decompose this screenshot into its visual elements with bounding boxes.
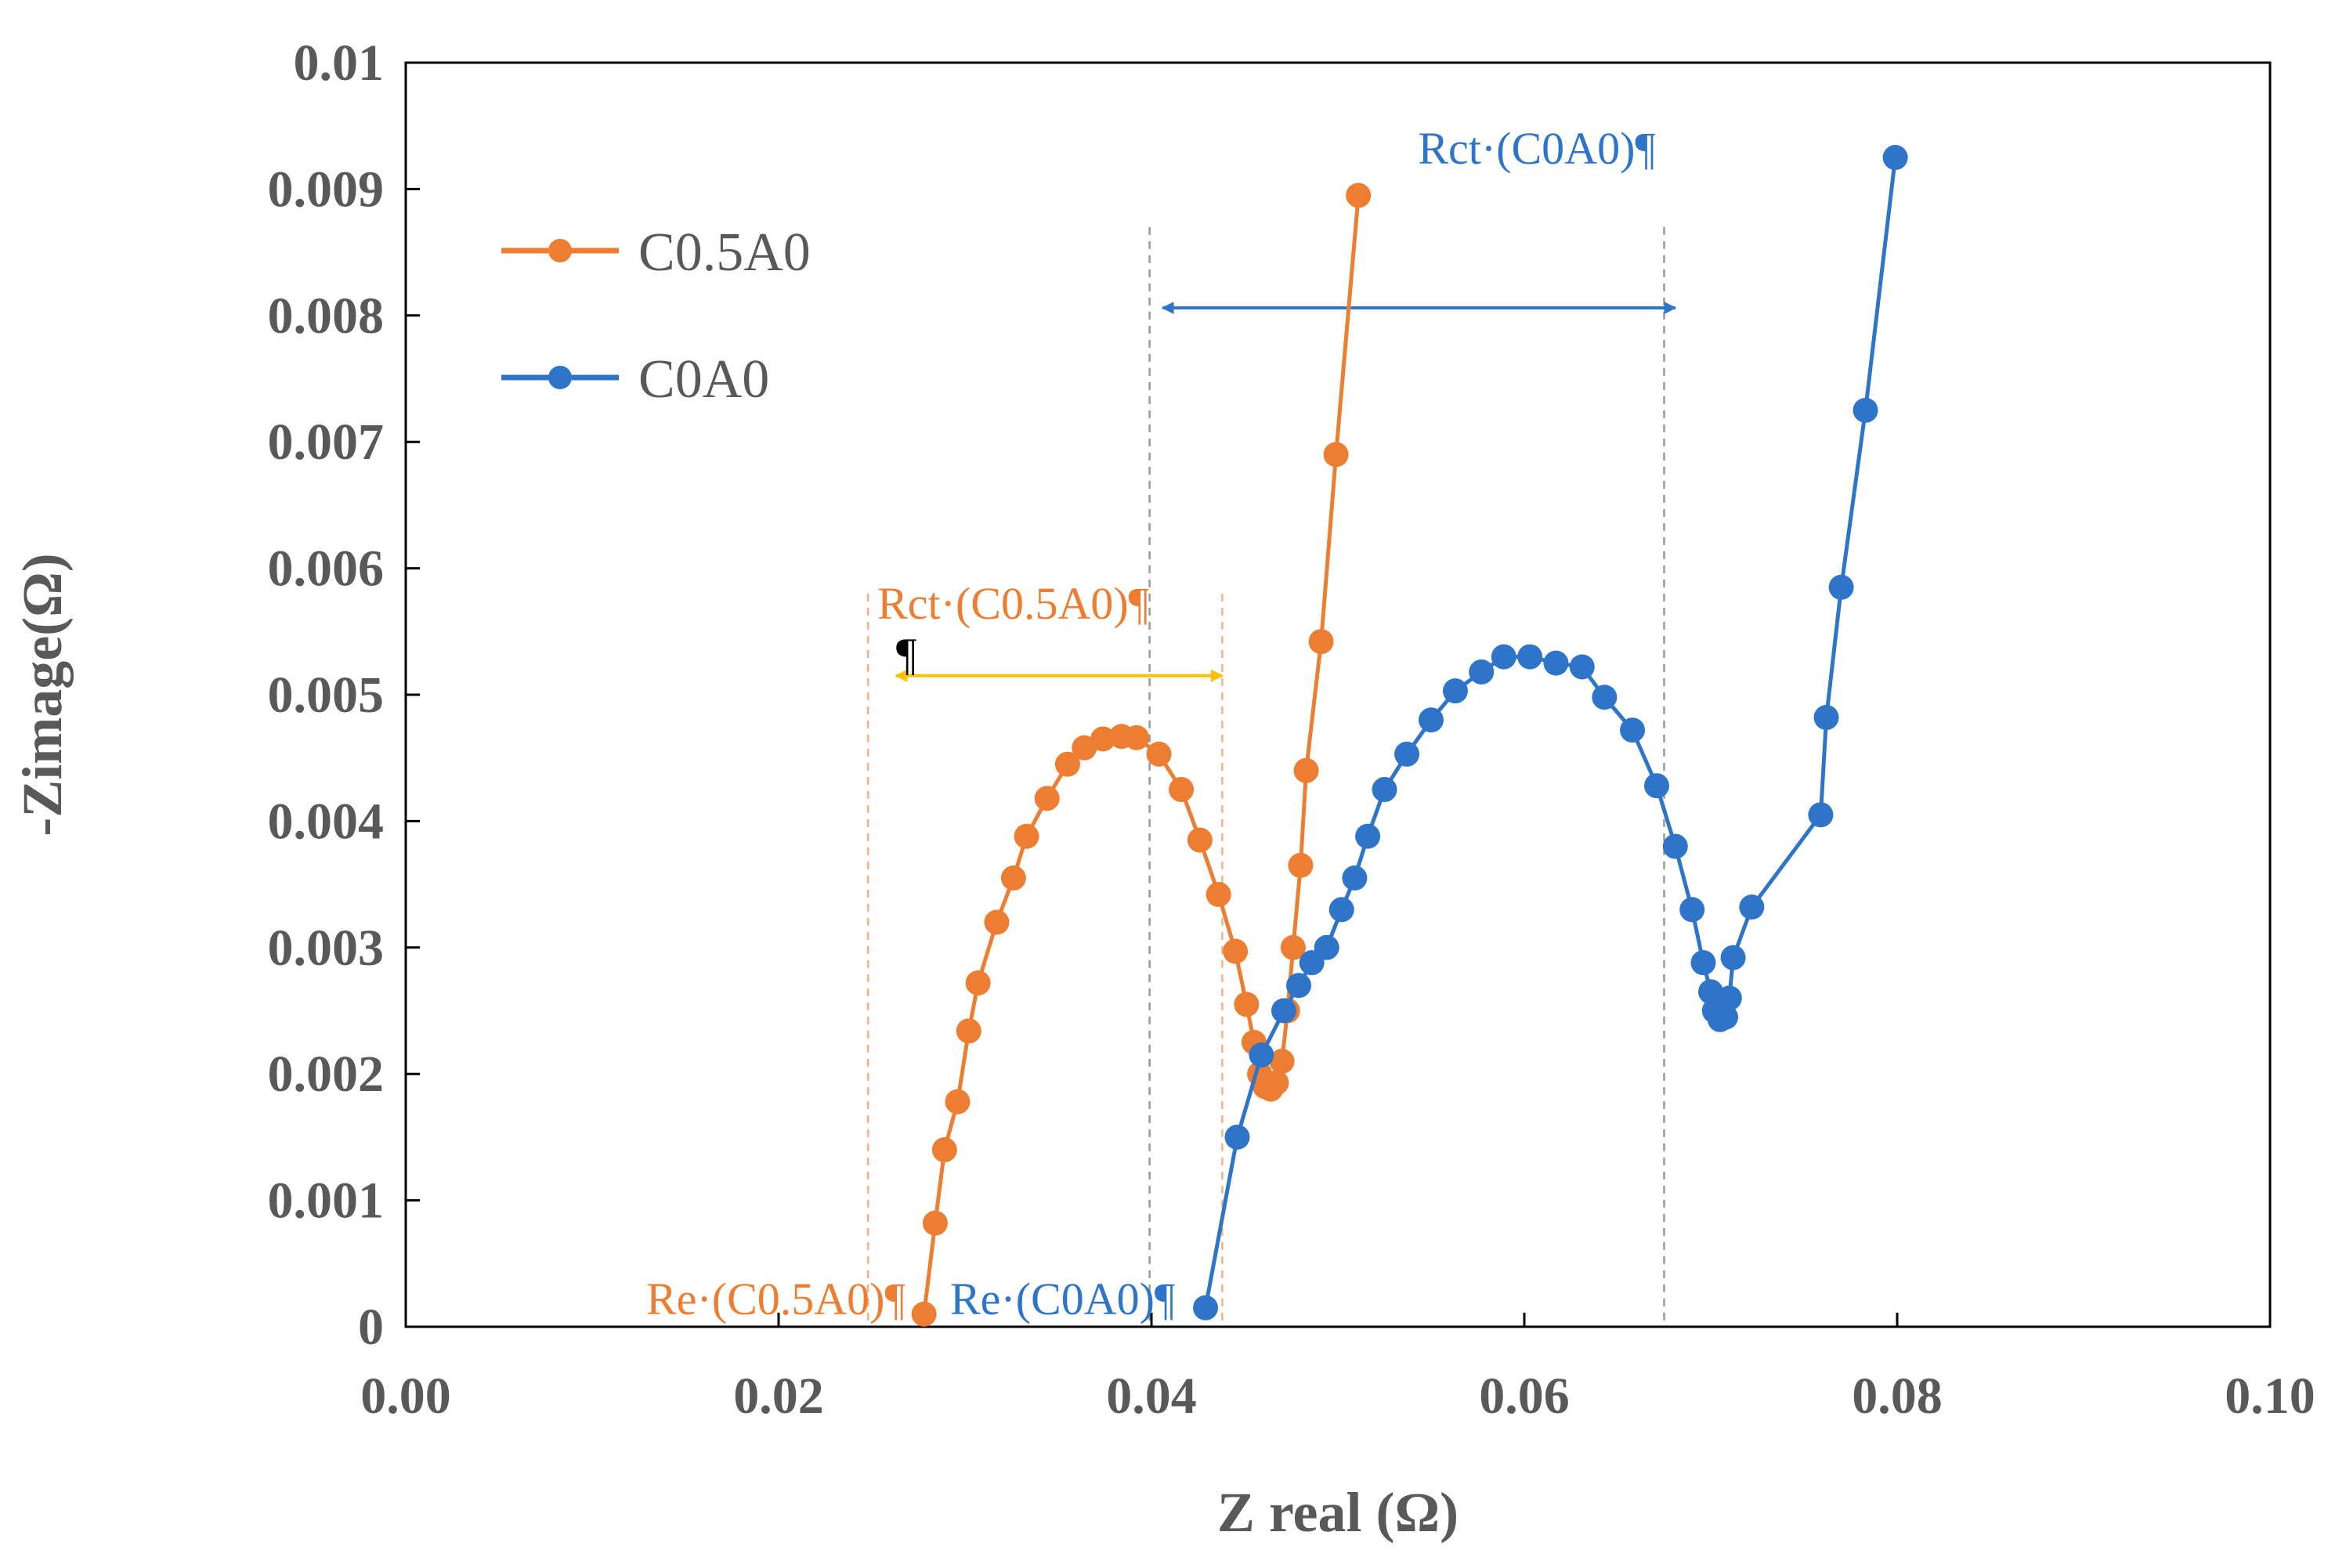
data-point [1355,823,1381,849]
y-tick-label: 0.007 [268,414,385,471]
data-point [1342,865,1368,891]
data-point [1293,757,1319,783]
data-point [1853,397,1878,423]
series-layer [911,145,1908,1327]
data-point [1620,717,1646,743]
x-tick-label: 0.08 [1852,1367,1943,1425]
legend: C0.5A0 C0A0 [501,222,811,410]
data-point [1206,882,1231,908]
data-point [965,970,991,995]
y-tick-label: 0.002 [268,1046,385,1103]
data-point [1054,751,1080,777]
data-point [1308,629,1334,655]
data-point [984,909,1010,935]
data-point [1223,938,1249,964]
data-point [1690,950,1716,976]
y-tick-label: 0.008 [268,287,385,345]
data-point [1323,442,1349,468]
data-point [1249,1042,1274,1068]
data-point [1543,650,1569,676]
x-tick-labels: 0.00 0.02 0.04 0.06 0.08 0.10 [360,1313,2315,1425]
x-tick-label: 0.04 [1106,1367,1197,1425]
y-tick-label: 0.003 [268,919,385,977]
re-c0a0-label: Re·(C0A0)¶ [950,1274,1175,1324]
re-c05a0-label: Re·(C0.5A0)¶ [646,1274,906,1324]
data-point [945,1089,971,1115]
data-point [1234,992,1260,1017]
data-point [1739,894,1765,920]
data-point [1328,897,1354,923]
y-tick-label: 0.01 [294,34,385,92]
data-point [1882,145,1908,171]
legend-marker-c0a0 [548,366,572,389]
data-point [1280,934,1306,960]
data-point [1269,1049,1295,1075]
pilcrow-mark: ¶ [896,629,916,680]
x-axis-title: Z real (Ω) [1217,1481,1459,1544]
data-point [1314,934,1339,960]
y-axis-title: -Zimage(Ω) [11,553,74,836]
data-point [1224,1124,1250,1150]
data-point [931,1137,957,1163]
data-point [1442,678,1468,704]
data-point [1288,852,1314,878]
rct-c0a0-label: Rct·(C0A0)¶ [1418,123,1655,174]
y-tick-label: 0 [358,1299,384,1356]
data-point [1419,707,1444,733]
data-point [922,1210,948,1236]
data-point [1271,998,1296,1024]
data-point [1123,724,1149,750]
data-point [1014,823,1039,849]
data-point [1679,897,1705,923]
data-point [1469,659,1495,685]
data-point [956,1018,981,1044]
data-point [1187,827,1213,853]
data-point [1813,705,1839,731]
data-point [1169,777,1195,803]
legend-label-c0a0: C0A0 [638,349,769,410]
data-point [1072,735,1097,761]
x-tick-label: 0.00 [360,1367,451,1425]
data-point [1346,182,1372,208]
data-point [1808,802,1834,828]
data-point [1828,574,1854,600]
x-tick-label: 0.06 [1479,1367,1570,1425]
y-tick-label: 0.004 [268,793,385,850]
data-point [1263,1070,1289,1096]
y-tick-labels: 0 0.001 0.002 0.003 0.004 0.005 0.006 0.007 0.00… [268,34,420,1356]
data-point [1643,773,1669,799]
data-point [1569,654,1595,680]
data-point [1090,726,1116,752]
data-point [1372,777,1397,803]
data-point [1720,945,1746,970]
data-point [1286,973,1312,999]
data-point [1662,833,1688,859]
data-point [1146,741,1172,767]
data-point [1592,685,1618,710]
rct-c05a0-label: Rct·(C0.5A0)¶ [877,578,1149,629]
legend-marker-c05a0 [548,239,572,262]
y-tick-label: 0.009 [268,161,385,218]
data-point [1394,741,1420,767]
annotation-layer: Rct·(C0A0)¶ Rct·(C0.5A0)¶ Re·(C0.5A0)¶ Re·(… [646,123,1656,1324]
plot-area [404,61,2272,1328]
y-tick-label: 0.005 [268,667,385,724]
x-tick-label: 0.10 [2225,1367,2315,1425]
x-tick-label: 0.02 [733,1367,824,1425]
series-c0a0 [1193,145,1908,1321]
data-point [1491,644,1516,670]
data-point [1193,1295,1219,1321]
data-point [1517,644,1543,670]
data-point [1713,1004,1739,1030]
legend-label-c05a0: C0.5A0 [638,222,811,283]
y-tick-label: 0.006 [268,540,385,598]
data-point [911,1301,937,1327]
data-point [1716,985,1742,1011]
y-tick-label: 0.001 [268,1172,385,1230]
data-point [1034,786,1060,811]
data-point [1000,865,1026,891]
